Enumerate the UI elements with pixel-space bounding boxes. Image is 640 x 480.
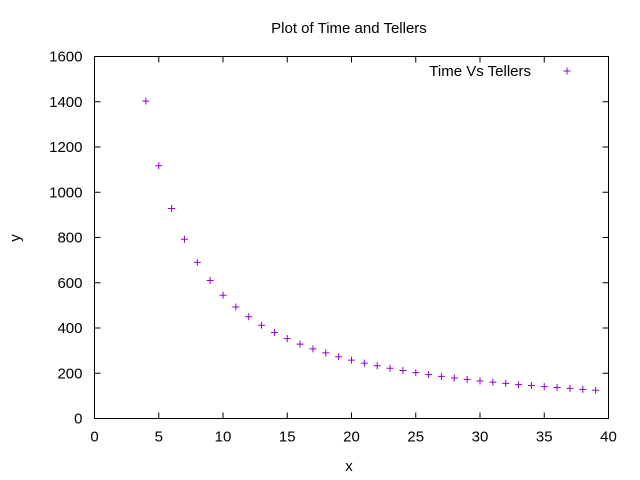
data-point	[296, 340, 304, 348]
data-point	[258, 321, 266, 329]
data-point	[450, 374, 458, 382]
y-tick-label: 1600	[49, 49, 82, 66]
y-axis-label: y	[7, 234, 24, 242]
legend-marker-symbol	[563, 67, 571, 75]
data-point	[206, 276, 214, 284]
x-tick-label: 30	[472, 429, 489, 446]
legend-marker	[563, 67, 571, 75]
plot-frame	[94, 56, 609, 419]
data-point	[399, 367, 407, 375]
data-point	[489, 378, 497, 386]
data-point	[142, 97, 150, 105]
data-point	[360, 359, 368, 367]
x-tick-label: 0	[90, 429, 98, 446]
y-tick-label: 1400	[49, 94, 82, 111]
data-point	[386, 364, 394, 372]
data-point	[335, 353, 343, 361]
data-point	[425, 371, 433, 379]
data-point	[232, 303, 240, 311]
y-tick-label: 800	[57, 230, 82, 247]
data-point	[566, 384, 574, 392]
data-point	[283, 335, 291, 343]
data-point	[309, 345, 317, 353]
data-point	[579, 385, 587, 393]
legend-label-time-vs-tellers: Time Vs Tellers	[429, 63, 531, 80]
series-points	[142, 97, 600, 394]
data-point	[515, 381, 523, 389]
y-tick-label: 200	[57, 365, 82, 382]
data-point	[502, 379, 510, 387]
x-tick-label: 10	[215, 429, 232, 446]
y-tick-label: 600	[57, 275, 82, 292]
data-point	[412, 369, 420, 377]
data-point	[193, 258, 201, 266]
legend: Time Vs Tellers	[429, 63, 571, 80]
data-point	[373, 362, 381, 370]
data-point	[219, 291, 227, 299]
y-tick-label: 1200	[49, 139, 82, 156]
data-point	[527, 381, 535, 389]
x-tick-label: 20	[343, 429, 360, 446]
x-tick-label: 5	[155, 429, 163, 446]
x-axis-label: x	[345, 458, 353, 475]
data-point	[155, 162, 163, 170]
y-tick-label: 0	[74, 411, 82, 428]
x-tick-label: 25	[407, 429, 424, 446]
data-point	[437, 372, 445, 380]
data-point	[476, 377, 484, 385]
x-tick-label: 40	[600, 429, 617, 446]
y-tick-label: 1000	[49, 184, 82, 201]
data-point	[553, 384, 561, 392]
data-point	[245, 313, 253, 321]
data-point	[463, 375, 471, 383]
x-axis: 0 5 10 15 20 25 30 35 40	[90, 56, 617, 446]
data-point	[592, 386, 600, 394]
data-point	[348, 356, 355, 364]
x-tick-label: 35	[536, 429, 553, 446]
x-tick-label: 15	[279, 429, 296, 446]
data-point	[270, 329, 278, 337]
data-point	[322, 349, 330, 357]
chart-title: Plot of Time and Tellers	[271, 20, 427, 37]
data-point	[168, 205, 176, 213]
data-point	[540, 383, 548, 391]
y-tick-label: 400	[57, 320, 82, 337]
y-axis: 0 200 400 600 800 1000 1200 1400 1600	[49, 49, 609, 428]
data-point	[180, 235, 188, 243]
